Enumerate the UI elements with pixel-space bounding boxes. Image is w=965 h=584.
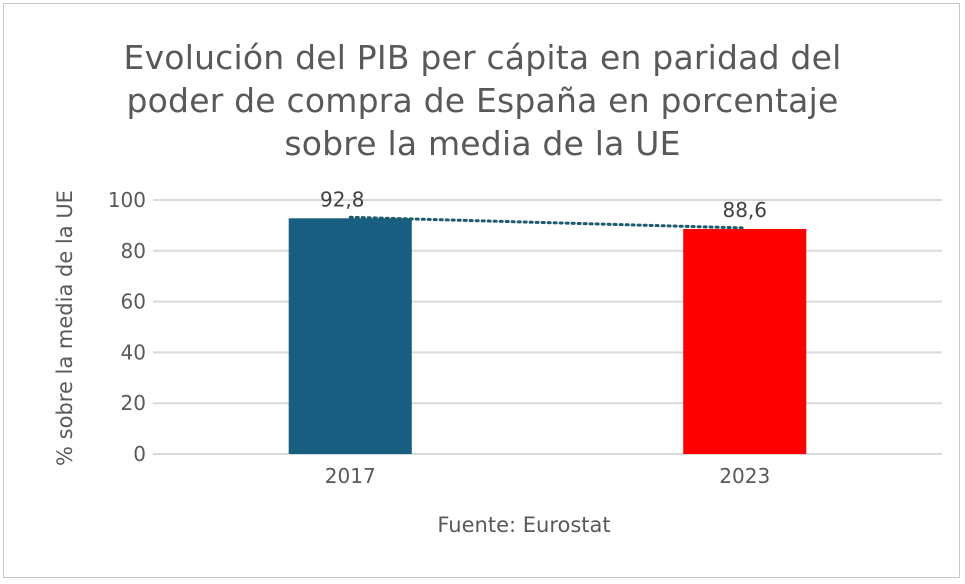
data-labels: 92,8 88,6	[320, 187, 767, 222]
y-tick-label-100: 100	[108, 188, 146, 212]
trendline-dotted	[348, 215, 747, 230]
trendline	[348, 215, 747, 230]
chart-title-line-1: Evolución del PIB per cápita en paridad …	[123, 38, 842, 77]
data-label-2023: 88,6	[722, 198, 767, 222]
y-tick-label-20: 20	[121, 391, 146, 415]
gridlines	[153, 199, 942, 455]
bar-2023	[683, 228, 807, 454]
y-tick-label-40: 40	[121, 340, 146, 364]
y-tick-label-60: 60	[121, 290, 146, 314]
y-axis-ticks: 0 20 40 60 80 100	[108, 188, 146, 466]
bars	[288, 218, 807, 454]
source-note: Fuente: Eurostat	[437, 513, 610, 537]
y-tick-label-80: 80	[121, 239, 146, 263]
chart-title: Evolución del PIB per cápita en paridad …	[0, 36, 965, 165]
x-axis-ticks: 2017 2023	[325, 464, 770, 488]
y-tick-label-0: 0	[133, 442, 146, 466]
x-tick-label-2023: 2023	[719, 464, 770, 488]
data-label-2017: 92,8	[320, 187, 365, 211]
x-tick-label-2017: 2017	[325, 464, 376, 488]
bar-2017	[288, 218, 412, 454]
y-axis-title: % sobre la media de la UE	[53, 190, 77, 466]
chart-title-line-2: poder de compra de España en porcentaje	[126, 81, 839, 120]
chart-title-line-3: sobre la media de la UE	[284, 124, 681, 163]
